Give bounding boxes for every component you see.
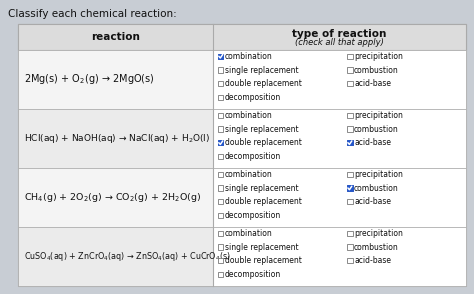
Text: double replacement: double replacement [225, 138, 302, 147]
Bar [218, 67, 224, 73]
Bar [347, 185, 353, 191]
Text: double replacement: double replacement [225, 197, 302, 206]
Bar [218, 213, 224, 218]
Text: precipitation: precipitation [354, 229, 403, 238]
Bar [18, 24, 466, 286]
Bar [218, 154, 224, 159]
Text: CH$_4$(g) + 2O$_2$(g) → CO$_2$(g) + 2H$_2$O(g): CH$_4$(g) + 2O$_2$(g) → CO$_2$(g) + 2H$_… [24, 191, 201, 204]
Bar [347, 140, 353, 146]
Bar [347, 230, 353, 236]
Bar [218, 230, 224, 236]
Bar [347, 113, 353, 118]
Text: 2Mg(s) + O$_2$(g) → 2MgO(s): 2Mg(s) + O$_2$(g) → 2MgO(s) [24, 73, 155, 86]
Text: double replacement: double replacement [225, 256, 302, 265]
Text: precipitation: precipitation [354, 170, 403, 179]
Text: decomposition: decomposition [225, 93, 281, 102]
Text: single replacement: single replacement [225, 66, 299, 74]
Bar [218, 185, 224, 191]
Text: acid-base: acid-base [354, 197, 391, 206]
Bar [218, 54, 224, 59]
Text: acid-base: acid-base [354, 138, 391, 147]
Text: decomposition: decomposition [225, 211, 281, 220]
Bar [218, 113, 224, 118]
Bar [213, 50, 466, 109]
Bar [347, 54, 353, 59]
Bar [347, 67, 353, 73]
Bar [213, 227, 466, 286]
Text: combustion: combustion [354, 183, 399, 193]
Bar [18, 227, 213, 286]
Bar [218, 171, 224, 177]
Text: combustion: combustion [354, 125, 399, 133]
Text: reaction: reaction [91, 32, 140, 42]
Bar [218, 258, 224, 263]
Text: single replacement: single replacement [225, 243, 299, 252]
Bar [218, 81, 224, 86]
Text: precipitation: precipitation [354, 52, 403, 61]
Text: decomposition: decomposition [225, 270, 281, 279]
Text: combustion: combustion [354, 243, 399, 252]
Text: combustion: combustion [354, 66, 399, 74]
Text: combination: combination [225, 229, 273, 238]
Bar [347, 199, 353, 204]
Text: CuSO$_4$(aq) + ZnCrO$_4$(aq) → ZnSO$_4$(aq) + CuCrO$_4$(s): CuSO$_4$(aq) + ZnCrO$_4$(aq) → ZnSO$_4$(… [24, 250, 231, 263]
Bar [18, 168, 213, 227]
Text: single replacement: single replacement [225, 125, 299, 133]
Bar [213, 168, 466, 227]
Bar [347, 140, 353, 146]
Text: acid-base: acid-base [354, 256, 391, 265]
Bar [347, 126, 353, 132]
Bar [347, 81, 353, 86]
Text: precipitation: precipitation [354, 111, 403, 120]
Bar [18, 50, 213, 109]
Bar [218, 244, 224, 250]
Text: Classify each chemical reaction:: Classify each chemical reaction: [8, 9, 177, 19]
Bar [18, 109, 213, 168]
Text: combination: combination [225, 111, 273, 120]
Bar [347, 244, 353, 250]
Bar [218, 140, 224, 146]
Text: HCl(aq) + NaOH(aq) → NaCl(aq) + H$_2$O(l): HCl(aq) + NaOH(aq) → NaCl(aq) + H$_2$O(l… [24, 132, 210, 145]
Bar [347, 258, 353, 263]
Bar [218, 140, 224, 146]
Text: combination: combination [225, 52, 273, 61]
Text: acid-base: acid-base [354, 79, 391, 88]
Bar [347, 185, 353, 191]
Text: type of reaction: type of reaction [292, 29, 387, 39]
Bar [218, 272, 224, 277]
Text: (check all that apply): (check all that apply) [295, 38, 384, 47]
Text: combination: combination [225, 170, 273, 179]
Text: single replacement: single replacement [225, 183, 299, 193]
Bar [218, 199, 224, 204]
Bar [218, 54, 224, 59]
Bar [18, 24, 466, 50]
Bar [218, 95, 224, 100]
Bar [218, 126, 224, 132]
Text: decomposition: decomposition [225, 152, 281, 161]
Bar [347, 171, 353, 177]
Text: double replacement: double replacement [225, 79, 302, 88]
Bar [213, 109, 466, 168]
